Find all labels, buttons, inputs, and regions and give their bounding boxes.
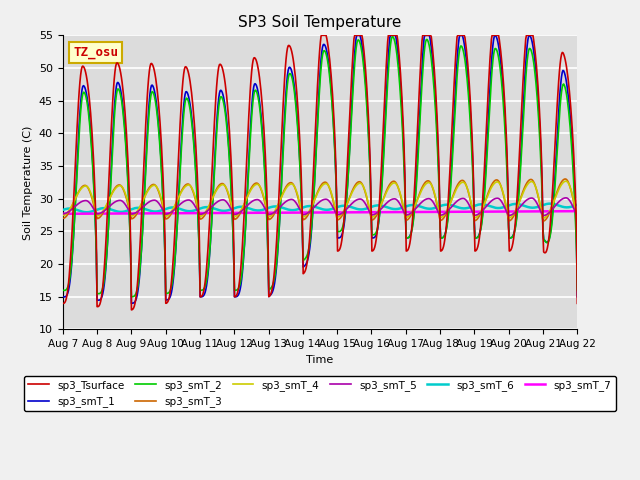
Line: sp3_smT_5: sp3_smT_5 [63, 198, 577, 216]
sp3_smT_1 [573, 294, 581, 300]
sp3_smT_2 [399, 132, 406, 137]
sp3_Tsurface [573, 300, 581, 306]
sp3_smT_2 [573, 288, 581, 293]
sp3_smT_6 [174, 205, 182, 211]
sp3_smT_2 [127, 294, 135, 300]
sp3_Tsurface [127, 307, 135, 313]
sp3_smT_1 [384, 67, 392, 72]
sp3_smT_1 [353, 33, 361, 38]
sp3_smT_3 [68, 204, 76, 209]
sp3_smT_6 [573, 202, 581, 207]
sp3_smT_5 [397, 204, 405, 209]
sp3_smT_3 [200, 213, 208, 219]
sp3_smT_5 [200, 210, 208, 216]
sp3_smT_7 [382, 209, 390, 215]
sp3_smT_5 [121, 201, 129, 207]
sp3_smT_5 [173, 204, 181, 210]
Line: sp3_smT_3: sp3_smT_3 [63, 179, 577, 221]
sp3_Tsurface [318, 33, 326, 38]
sp3_smT_1 [202, 289, 209, 295]
sp3_smT_2 [202, 283, 209, 289]
sp3_smT_4 [68, 203, 76, 208]
sp3_smT_4 [382, 190, 390, 196]
sp3_smT_1 [174, 207, 182, 213]
sp3_smT_4 [173, 198, 181, 204]
sp3_smT_3 [561, 176, 569, 182]
sp3_Tsurface [59, 300, 67, 306]
sp3_smT_3 [573, 218, 581, 224]
sp3_Tsurface [384, 39, 392, 45]
sp3_smT_6 [398, 205, 406, 211]
sp3_smT_5 [59, 211, 67, 216]
Line: sp3_smT_6: sp3_smT_6 [63, 204, 577, 212]
sp3_smT_1 [68, 257, 76, 263]
sp3_Tsurface [399, 109, 406, 115]
sp3_smT_3 [397, 195, 405, 201]
Line: sp3_Tsurface: sp3_Tsurface [63, 36, 577, 310]
X-axis label: Time: Time [307, 355, 333, 365]
sp3_smT_1 [399, 121, 406, 127]
sp3_smT_3 [173, 198, 181, 204]
sp3_smT_6 [59, 207, 67, 213]
sp3_smT_4 [200, 211, 208, 216]
Line: sp3_smT_4: sp3_smT_4 [63, 181, 577, 218]
sp3_smT_5 [573, 213, 581, 218]
Line: sp3_smT_2: sp3_smT_2 [63, 36, 577, 297]
Y-axis label: Soil Temperature (C): Soil Temperature (C) [23, 125, 33, 240]
sp3_smT_7 [121, 211, 129, 216]
Title: SP3 Soil Temperature: SP3 Soil Temperature [238, 15, 402, 30]
sp3_smT_7 [397, 209, 405, 215]
sp3_smT_4 [121, 190, 129, 195]
sp3_smT_7 [59, 211, 67, 216]
sp3_Tsurface [68, 230, 76, 236]
sp3_smT_4 [573, 216, 581, 221]
sp3_smT_2 [389, 34, 397, 39]
Legend: sp3_Tsurface, sp3_smT_1, sp3_smT_2, sp3_smT_3, sp3_smT_4, sp3_smT_5, sp3_smT_6, : sp3_Tsurface, sp3_smT_1, sp3_smT_2, sp3_… [24, 376, 616, 411]
sp3_smT_7 [173, 210, 181, 216]
sp3_smT_6 [68, 206, 76, 212]
sp3_smT_3 [121, 191, 129, 197]
sp3_smT_2 [174, 210, 182, 216]
sp3_smT_6 [383, 204, 391, 210]
sp3_Tsurface [202, 279, 209, 285]
sp3_smT_6 [122, 208, 129, 214]
sp3_smT_6 [547, 201, 554, 206]
sp3_smT_5 [68, 206, 76, 212]
sp3_smT_1 [59, 294, 67, 300]
sp3_smT_2 [68, 254, 76, 260]
sp3_smT_7 [200, 210, 208, 216]
sp3_smT_2 [59, 288, 67, 293]
sp3_smT_7 [68, 211, 76, 216]
sp3_smT_1 [121, 127, 129, 132]
sp3_smT_2 [121, 132, 129, 138]
sp3_smT_3 [382, 189, 390, 194]
sp3_smT_6 [83, 209, 90, 215]
sp3_Tsurface [174, 166, 182, 171]
sp3_smT_4 [562, 178, 570, 184]
sp3_Tsurface [121, 109, 129, 115]
sp3_smT_2 [383, 93, 391, 98]
Line: sp3_smT_1: sp3_smT_1 [63, 36, 577, 303]
sp3_smT_4 [59, 213, 67, 218]
Text: TZ_osu: TZ_osu [73, 46, 118, 59]
sp3_smT_7 [573, 208, 581, 214]
sp3_smT_4 [397, 194, 405, 200]
sp3_smT_5 [382, 201, 390, 206]
sp3_smT_6 [202, 204, 209, 210]
sp3_smT_5 [562, 195, 570, 201]
sp3_smT_1 [127, 300, 135, 306]
Line: sp3_smT_7: sp3_smT_7 [63, 211, 577, 214]
sp3_smT_3 [59, 216, 67, 221]
